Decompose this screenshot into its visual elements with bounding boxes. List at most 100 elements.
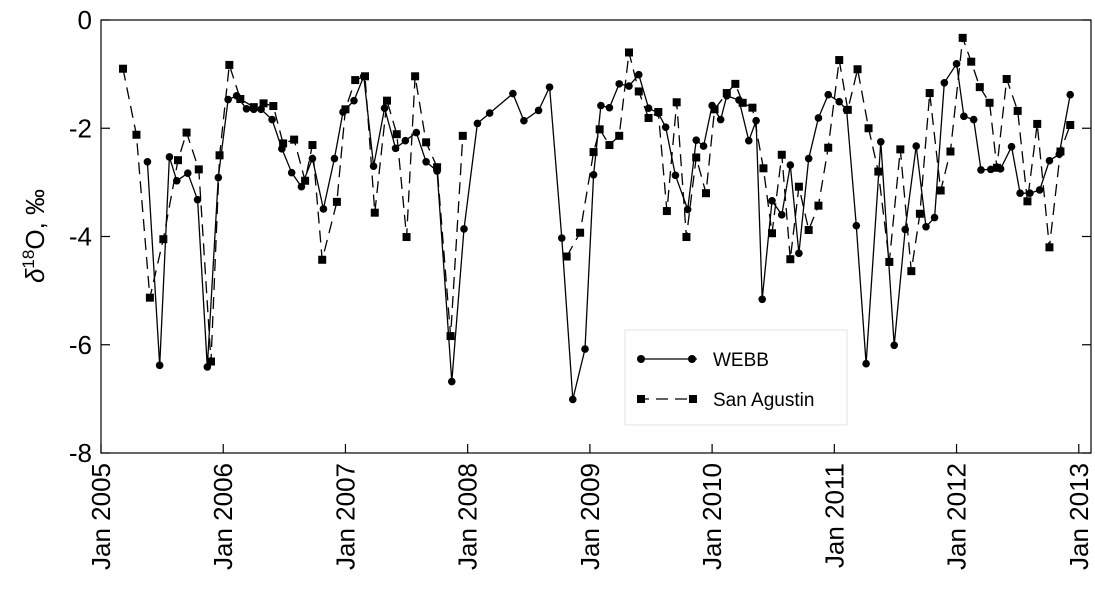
point-san-agustin-65 bbox=[885, 257, 894, 266]
point-san-agustin-64 bbox=[874, 167, 883, 176]
point-san-agustin-31 bbox=[458, 131, 467, 140]
point-webb-63 bbox=[786, 161, 795, 169]
point-san-agustin-79 bbox=[1023, 197, 1032, 206]
point-san-agustin-50 bbox=[738, 98, 747, 107]
y-axis-label-symbol: δ bbox=[20, 268, 50, 283]
point-webb-65 bbox=[804, 154, 813, 163]
point-san-agustin-7 bbox=[207, 357, 215, 366]
point-webb-88 bbox=[1035, 186, 1044, 194]
point-san-agustin-11 bbox=[249, 103, 258, 112]
point-webb-12 bbox=[257, 105, 265, 114]
point-san-agustin-66 bbox=[896, 145, 905, 154]
point-san-agustin-62 bbox=[853, 65, 862, 74]
legend-marker-webb bbox=[637, 355, 645, 363]
point-san-agustin-55 bbox=[786, 255, 795, 264]
point-webb-49 bbox=[661, 123, 670, 131]
point-san-agustin-58 bbox=[814, 201, 823, 210]
point-webb-37 bbox=[545, 83, 554, 91]
point-webb-91 bbox=[1066, 90, 1075, 99]
point-webb-18 bbox=[319, 205, 328, 213]
point-san-agustin-32 bbox=[562, 252, 571, 261]
point-san-agustin-77 bbox=[1002, 74, 1011, 83]
point-webb-85 bbox=[1007, 142, 1016, 151]
point-webb-66 bbox=[814, 114, 823, 122]
point-webb-64 bbox=[795, 249, 803, 258]
point-san-agustin-14 bbox=[279, 139, 288, 148]
point-san-agustin-56 bbox=[794, 182, 803, 191]
point-san-agustin-20 bbox=[341, 105, 350, 114]
x-tick-label-5: Jan 2010 bbox=[697, 463, 727, 570]
point-san-agustin-76 bbox=[992, 163, 1001, 172]
point-webb-47 bbox=[644, 104, 653, 113]
series-line-san-agustin-1 bbox=[566, 37, 1071, 272]
point-san-agustin-68 bbox=[915, 209, 924, 218]
point-webb-82 bbox=[977, 166, 985, 174]
x-tick-label-3: Jan 2008 bbox=[453, 463, 483, 570]
point-webb-4 bbox=[183, 169, 192, 177]
point-san-agustin-71 bbox=[946, 147, 955, 156]
legend-marker-webb-end bbox=[688, 355, 696, 363]
x-tick-label-7: Jan 2012 bbox=[942, 463, 972, 570]
point-san-agustin-61 bbox=[843, 105, 852, 114]
point-san-agustin-4 bbox=[174, 156, 182, 165]
point-webb-80 bbox=[960, 112, 968, 121]
point-webb-59 bbox=[752, 116, 760, 125]
point-san-agustin-83 bbox=[1066, 121, 1075, 130]
point-san-agustin-36 bbox=[605, 141, 614, 150]
point-san-agustin-48 bbox=[722, 89, 731, 98]
point-webb-41 bbox=[589, 170, 598, 179]
y-axis-label-element: O bbox=[20, 229, 50, 249]
point-san-agustin-28 bbox=[422, 138, 431, 147]
point-san-agustin-5 bbox=[182, 128, 191, 137]
point-san-agustin-45 bbox=[692, 153, 701, 162]
point-san-agustin-81 bbox=[1045, 243, 1054, 252]
point-san-agustin-22 bbox=[361, 72, 369, 81]
point-webb-45 bbox=[625, 82, 633, 90]
point-san-agustin-26 bbox=[402, 233, 411, 242]
point-san-agustin-34 bbox=[589, 148, 598, 157]
legend-marker-san-agustin-end bbox=[689, 395, 697, 403]
point-san-agustin-43 bbox=[672, 98, 681, 107]
point-san-agustin-10 bbox=[236, 95, 245, 104]
point-san-agustin-13 bbox=[269, 102, 278, 111]
point-webb-1 bbox=[155, 361, 164, 370]
point-webb-46 bbox=[634, 70, 643, 79]
point-webb-0 bbox=[143, 158, 152, 166]
point-webb-26 bbox=[401, 136, 410, 145]
point-san-agustin-63 bbox=[864, 124, 873, 133]
point-san-agustin-21 bbox=[351, 76, 360, 85]
point-san-agustin-16 bbox=[301, 176, 310, 185]
point-webb-78 bbox=[940, 78, 949, 87]
point-webb-55 bbox=[716, 115, 725, 124]
x-axis: Jan 2005 Jan 2006 Jan 2007 Jan 2008 Jan 2009… bbox=[86, 444, 1094, 570]
series-webb bbox=[143, 60, 1075, 404]
point-webb-21 bbox=[350, 96, 358, 105]
point-san-agustin-9 bbox=[225, 60, 234, 69]
legend-label-webb: WEBB bbox=[713, 350, 769, 371]
x-tick-label-4: Jan 2009 bbox=[575, 463, 605, 570]
point-webb-13 bbox=[268, 115, 276, 124]
point-webb-53 bbox=[699, 142, 708, 150]
point-san-agustin-29 bbox=[433, 163, 442, 172]
point-webb-36 bbox=[534, 106, 543, 115]
point-webb-44 bbox=[615, 80, 624, 88]
point-san-agustin-30 bbox=[446, 332, 455, 341]
point-san-agustin-19 bbox=[332, 197, 341, 206]
point-san-agustin-35 bbox=[595, 125, 604, 134]
point-webb-76 bbox=[922, 222, 930, 231]
series-line-san-agustin-0 bbox=[122, 64, 464, 363]
point-webb-89 bbox=[1045, 156, 1054, 165]
point-san-agustin-1 bbox=[132, 130, 141, 139]
point-san-agustin-59 bbox=[824, 143, 833, 152]
point-webb-87 bbox=[1026, 189, 1034, 197]
point-webb-43 bbox=[605, 103, 614, 112]
point-webb-7 bbox=[214, 173, 223, 182]
point-webb-30 bbox=[447, 377, 456, 386]
point-san-agustin-67 bbox=[907, 267, 916, 276]
point-webb-61 bbox=[768, 196, 776, 205]
x-tick-label-0: Jan 2005 bbox=[86, 463, 116, 570]
point-webb-28 bbox=[422, 158, 430, 166]
point-san-agustin-82 bbox=[1056, 147, 1065, 156]
x-tick-label-6: Jan 2011 bbox=[819, 463, 849, 568]
point-san-agustin-25 bbox=[392, 130, 401, 139]
